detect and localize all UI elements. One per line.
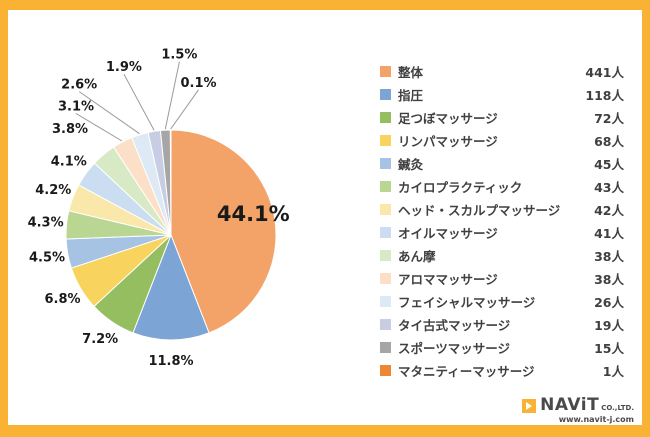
leader-line [75,113,123,142]
pie-percent-label: 44.1% [217,202,290,226]
legend-count: 1人 [602,364,624,379]
navit-logo-url: www.navit-j.com [558,414,634,424]
legend-label: 指圧 [398,88,424,103]
legend-count: 68人 [594,134,624,149]
legend-label: ヘッド・スカルプマッサージ [398,203,561,218]
legend-count: 72人 [594,111,624,126]
legend-swatch [380,273,391,284]
legend-swatch [380,158,391,169]
pie-slice [169,129,172,236]
legend-label: リンパマッサージ [398,134,498,149]
legend-item: カイロプラクティック 43人 [380,175,624,198]
legend-item: 鍼灸 45人 [380,152,624,175]
legend-item: 指圧 118人 [380,83,624,106]
legend-count: 15人 [594,341,624,356]
legend-item: リンパマッサージ 68人 [380,129,624,152]
legend-item: マタニティーマッサージ 1人 [380,359,624,382]
legend-label: フェイシャルマッサージ [398,295,536,310]
navit-logo-mark-icon [522,398,537,413]
pie-percent-label: 7.2% [82,332,118,347]
navit-logo-row: NAViT CO.,LTD. [522,394,634,415]
pie-slice [170,129,277,334]
legend-label: 足つぼマッサージ [398,111,498,126]
legend-swatch [380,135,391,146]
pie-percent-label: 2.6% [61,78,97,93]
pie-percent-label: 4.3% [28,216,64,231]
pie-svg: 44.1% 11.8% 7.2% 6.8% 4.5% 4.3% 4.2% 4.1% 3.8% 3.… [28,48,290,369]
leader-line [170,89,199,130]
leader-line [164,61,180,130]
pie-chart: 44.1% 11.8% 7.2% 6.8% 4.5% 4.3% 4.2% 4.1% 3.8% 3.… [8,10,383,415]
legend-count: 118人 [585,88,624,103]
legend-item: 整体 441人 [380,60,624,83]
legend-count: 26人 [594,295,624,310]
legend-label: タイ古式マッサージ [398,318,511,333]
legend-label: 整体 [398,65,424,80]
pie-percent-label: 3.1% [58,100,94,115]
legend-item: あん摩 38人 [380,244,624,267]
legend-item: アロママッサージ 38人 [380,267,624,290]
legend-label: あん摩 [398,249,436,264]
legend-item: オイルマッサージ 41人 [380,221,624,244]
legend-count: 42人 [594,203,624,218]
legend-count: 38人 [594,272,624,287]
leader-line [78,91,140,135]
legend-swatch [380,66,391,77]
legend-item: ヘッド・スカルプマッサージ 42人 [380,198,624,221]
legend-item: タイ古式マッサージ 19人 [380,313,624,336]
pie-percent-label: 4.5% [29,250,65,265]
pie-percent-label: 11.8% [148,354,193,369]
legend-label: オイルマッサージ [398,226,498,241]
pie-percent-label: 1.5% [161,48,197,63]
legend-swatch [380,204,391,215]
legend-item: スポーツマッサージ 15人 [380,336,624,359]
legend-swatch [380,296,391,307]
pie-slice [132,233,210,341]
legend-count: 38人 [594,249,624,264]
navit-logo-suffix: CO.,LTD. [601,404,634,413]
legend-count: 43人 [594,180,624,195]
legend-swatch [380,365,391,376]
leader-line [123,73,155,131]
chart-legend: 整体 441人指圧 118人足つぼマッサージ 72人リンパマッサージ 68人鍼灸 45人カ… [380,60,624,382]
legend-swatch [380,181,391,192]
pie-percent-label: 6.8% [44,292,80,307]
legend-swatch [380,112,391,123]
legend-label: 鍼灸 [398,157,424,172]
legend-count: 19人 [594,318,624,333]
legend-label: カイロプラクティック [398,180,523,195]
pie-percent-label: 4.2% [35,183,71,198]
legend-label: スポーツマッサージ [398,341,511,356]
legend-label: アロママッサージ [398,272,498,287]
legend-count: 441人 [585,65,624,80]
legend-swatch [380,250,391,261]
pie-percent-label: 1.9% [106,60,142,75]
legend-item: フェイシャルマッサージ 26人 [380,290,624,313]
legend-swatch [380,227,391,238]
legend-label: マタニティーマッサージ [398,364,535,379]
legend-count: 45人 [594,157,624,172]
legend-count: 41人 [594,226,624,241]
legend-item: 足つぼマッサージ 72人 [380,106,624,129]
pie-percent-label: 0.1% [180,76,216,91]
legend-swatch [380,319,391,330]
legend-swatch [380,342,391,353]
navit-logo-text: NAViT [540,394,600,415]
pie-percent-label: 4.1% [51,154,87,169]
navit-logo: NAViT CO.,LTD. www.navit-j.com [522,394,634,424]
legend-swatch [380,89,391,100]
pie-percent-label: 3.8% [52,122,88,137]
